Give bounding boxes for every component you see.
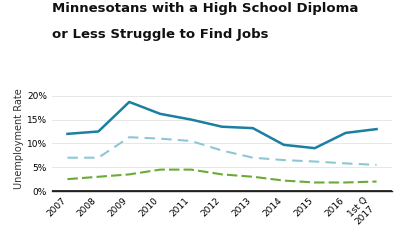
Line: High School Diploma: High School Diploma — [68, 137, 376, 165]
Bachelors or More — [220, 173, 224, 176]
Y-axis label: Unemployment Rate: Unemployment Rate — [14, 88, 24, 189]
Bachelors or More — [250, 175, 255, 178]
High School Diploma — [343, 162, 348, 165]
High School Diploma — [250, 156, 255, 159]
Bachelors or More — [158, 168, 162, 171]
Less than a High School Diploma — [220, 125, 224, 128]
High School Diploma — [312, 160, 317, 163]
Bachelors or More — [127, 173, 132, 176]
Less than a High School Diploma — [250, 127, 255, 130]
Less than a High School Diploma — [96, 130, 101, 133]
Less than a High School Diploma — [374, 128, 379, 130]
Bachelors or More — [374, 180, 379, 183]
High School Diploma — [374, 164, 379, 166]
High School Diploma — [96, 156, 101, 159]
Bachelors or More — [312, 181, 317, 184]
Line: Less than a High School Diploma: Less than a High School Diploma — [68, 102, 376, 148]
Bachelors or More — [343, 181, 348, 184]
Text: Minnesotans with a High School Diploma: Minnesotans with a High School Diploma — [52, 2, 358, 15]
High School Diploma — [65, 156, 70, 159]
Less than a High School Diploma — [282, 144, 286, 146]
Bachelors or More — [96, 175, 101, 178]
Less than a High School Diploma — [158, 113, 162, 115]
High School Diploma — [220, 149, 224, 152]
Line: Bachelors or More: Bachelors or More — [68, 170, 376, 182]
Bachelors or More — [65, 178, 70, 181]
High School Diploma — [158, 137, 162, 140]
High School Diploma — [189, 140, 194, 142]
Bachelors or More — [189, 168, 194, 171]
Less than a High School Diploma — [65, 133, 70, 135]
High School Diploma — [282, 159, 286, 161]
Text: or Less Struggle to Find Jobs: or Less Struggle to Find Jobs — [52, 28, 268, 41]
Less than a High School Diploma — [312, 147, 317, 150]
Less than a High School Diploma — [127, 101, 132, 103]
Less than a High School Diploma — [343, 131, 348, 134]
Bachelors or More — [282, 179, 286, 182]
Less than a High School Diploma — [189, 118, 194, 121]
High School Diploma — [127, 136, 132, 139]
